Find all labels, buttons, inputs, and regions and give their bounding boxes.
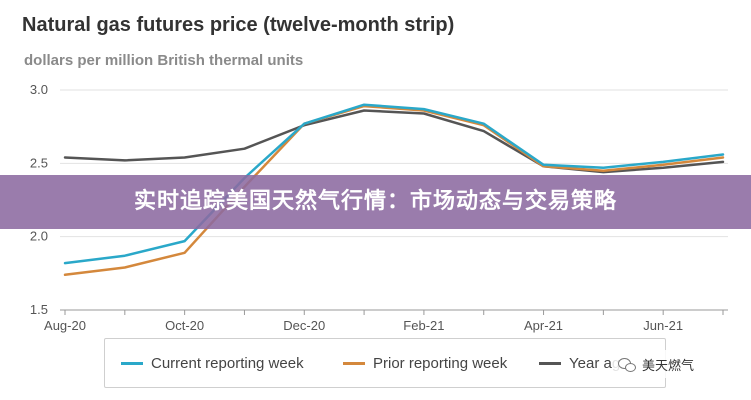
series-line-current-reporting-week — [63, 103, 725, 265]
wechat-icon — [618, 357, 636, 372]
x-tick-label-2: Dec-20 — [283, 318, 325, 333]
chart-legend: Current reporting week Prior reporting w… — [104, 338, 666, 388]
chart-title: Natural gas futures price (twelve-month … — [22, 14, 455, 36]
legend-swatch-year-ago — [539, 361, 561, 365]
legend-swatch-current — [121, 361, 143, 365]
y-tick-label-3: 3.0 — [30, 82, 48, 97]
y-tick-label-2: 2.5 — [30, 155, 48, 170]
legend-item-current: Current reporting week — [121, 339, 304, 387]
x-tick-label-5: Jun-21 — [643, 318, 683, 333]
series-line-year-ago — [63, 109, 725, 174]
x-tick-label-0: Aug-20 — [44, 318, 86, 333]
x-tick-label-3: Feb-21 — [403, 318, 444, 333]
y-tick-label-0: 1.5 — [30, 302, 48, 317]
watermark: 美天燃气 — [612, 350, 701, 378]
legend-label-current: Current reporting week — [151, 354, 304, 372]
watermark-text: 美天燃气 — [642, 358, 695, 374]
banner-text: 实时追踪美国天然气行情：市场动态与交易策略 — [133, 189, 617, 214]
x-tick-label-1: Oct-20 — [165, 318, 204, 333]
legend-item-prior: Prior reporting week — [343, 339, 507, 387]
legend-label-prior: Prior reporting week — [373, 354, 508, 372]
series-line-prior-reporting-week — [63, 104, 725, 277]
chart-subtitle: dollars per million British thermal unit… — [24, 52, 304, 69]
y-tick-label-1: 2.0 — [30, 229, 48, 244]
x-tick-label-4: Apr-21 — [524, 318, 563, 333]
legend-swatch-prior — [343, 361, 365, 365]
promo-banner: 实时追踪美国天然气行情：市场动态与交易策略 — [0, 175, 751, 229]
